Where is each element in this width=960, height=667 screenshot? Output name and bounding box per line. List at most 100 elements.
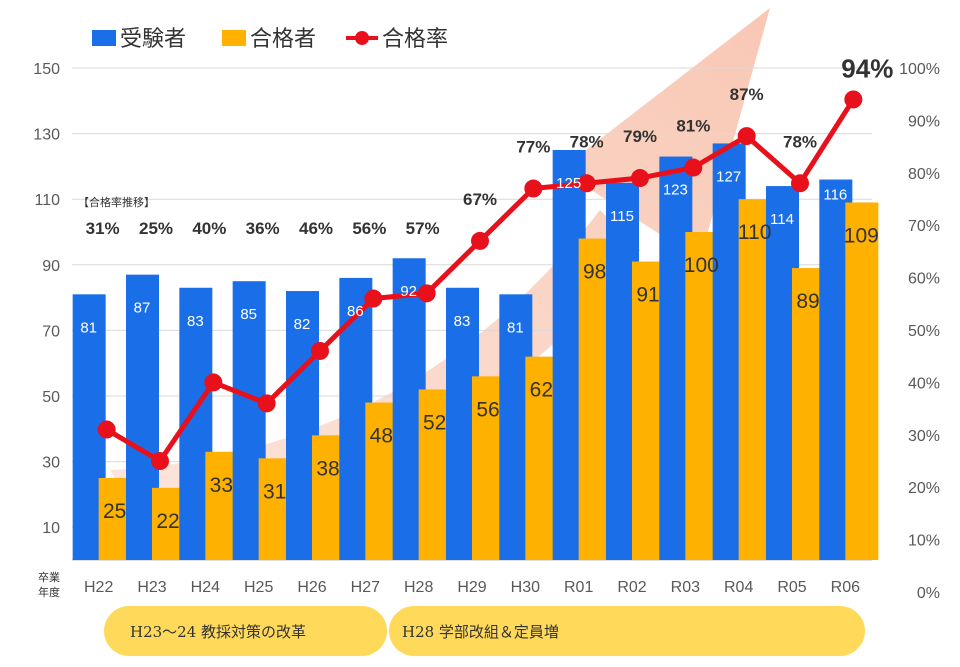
- y-right-tick-label: 0%: [917, 585, 940, 602]
- x-tick-label: H23: [137, 579, 166, 596]
- y-left-tick-label: 50: [42, 389, 60, 406]
- rate-marker: [684, 158, 703, 177]
- y-right-tick-label: 50%: [908, 323, 940, 340]
- bar-label-passers: 110: [738, 221, 771, 244]
- rate-marker: [844, 90, 863, 109]
- rate-marker: [97, 420, 116, 439]
- y-right-tick-label: 100%: [899, 61, 940, 78]
- y-left-tick-label: 30: [42, 455, 60, 472]
- legend: 受験者 合格者 合格率: [92, 27, 448, 52]
- rate-marker: [631, 169, 649, 188]
- y-left-tick-label: 130: [33, 127, 60, 144]
- rate-label: 87%: [730, 85, 764, 104]
- rate-label: 67%: [463, 190, 497, 209]
- rate-marker: [364, 289, 383, 308]
- x-tick-label: R06: [831, 579, 860, 596]
- rate-marker: [791, 174, 809, 193]
- y-left-tick-label: 10: [42, 520, 60, 537]
- rate-marker: [577, 174, 596, 193]
- rate-label: 36%: [246, 219, 280, 238]
- rate-marker: [311, 341, 329, 360]
- rate-marker: [737, 127, 756, 146]
- axes: 10 30 50 70 90 110 130 150 0% 10% 20% 30% 40% 50% 60% 7…: [33, 61, 940, 602]
- rate-label: 31%: [86, 219, 120, 238]
- bar-label-examinees: 87: [134, 300, 151, 317]
- band-reform-text: H23～24 教採対策の改革: [130, 623, 306, 641]
- y-left-tick-label: 110: [34, 192, 60, 209]
- rate-label: 57%: [406, 219, 440, 238]
- y-right-tick-label: 30%: [908, 428, 940, 445]
- bar-label-examinees: 83: [454, 313, 471, 330]
- bar-label-examinees: 125: [556, 175, 581, 192]
- bars: [72, 143, 879, 561]
- year-label-line2: 年度: [38, 585, 60, 599]
- x-tick-label: H24: [191, 579, 220, 596]
- rate-label: 77%: [516, 138, 550, 157]
- rate-label: 46%: [299, 219, 333, 238]
- bar-label-examinees: 127: [716, 168, 741, 185]
- rate-label: 81%: [676, 117, 710, 136]
- bar-label-passers: 52: [423, 411, 446, 434]
- legend-swatch-examinees: [92, 30, 116, 46]
- bar-label-passers: 98: [583, 261, 606, 284]
- x-tick-label: H29: [457, 579, 486, 596]
- legend-label-rate: 合格率: [382, 27, 448, 52]
- y-right-tick-label: 80%: [908, 166, 940, 183]
- x-tick-label: H28: [404, 579, 433, 596]
- rate-marker: [151, 452, 169, 470]
- rate-marker: [417, 284, 436, 303]
- bar-label-examinees: 116: [823, 187, 847, 204]
- band-reform: H23～24 教採対策の改革: [104, 606, 387, 656]
- rate-marker: [257, 394, 276, 413]
- bar-label-examinees: 123: [663, 182, 688, 199]
- bar-label-passers: 22: [156, 510, 179, 533]
- rate-label: 56%: [352, 219, 386, 238]
- legend-label-passers: 合格者: [250, 27, 316, 52]
- growth-arrow: [110, 8, 770, 520]
- rate-label: 78%: [783, 132, 817, 151]
- rate-label: 78%: [570, 132, 604, 151]
- x-tick-label: H25: [244, 579, 273, 596]
- bar-label-passers: 62: [530, 379, 553, 402]
- rate-label: 40%: [192, 219, 226, 238]
- bar-label-passers: 109: [844, 224, 879, 247]
- bar-label-passers: 31: [263, 480, 286, 503]
- y-right-tick-label: 20%: [908, 480, 940, 497]
- bar-label-examinees: 92: [400, 283, 417, 300]
- growth-arrow-shape: [110, 8, 770, 520]
- rate-label: 79%: [623, 127, 657, 146]
- bar-label-passers: 48: [370, 425, 393, 448]
- band-restructure-text: H28 学部改組＆定員増: [402, 623, 559, 641]
- x-tick-label: R01: [564, 579, 593, 596]
- x-tick-label: H26: [297, 579, 326, 596]
- rate-history-note: 【合格率推移】: [78, 195, 155, 209]
- rate-marker: [471, 231, 489, 250]
- bar-label-examinees: 81: [507, 319, 524, 336]
- y-left-tick-label: 70: [42, 323, 60, 340]
- bar-label-examinees: 85: [240, 306, 257, 323]
- year-label-line1: 卒業: [38, 570, 60, 584]
- bar-label-examinees: 81: [80, 319, 97, 336]
- x-tick-label: R02: [617, 579, 646, 596]
- rate-line: [97, 90, 863, 470]
- rate-marker: [204, 373, 223, 392]
- bar-label-passers: 33: [210, 474, 233, 497]
- x-tick-label: R03: [671, 579, 700, 596]
- bar-label-examinees: 115: [610, 208, 634, 225]
- x-tick-label: H30: [511, 579, 540, 596]
- band-reform-bg: [104, 606, 387, 656]
- legend-label-examinees: 受験者: [120, 27, 186, 52]
- x-tick-label: H27: [351, 579, 380, 596]
- bar-label-examinees: 82: [294, 316, 311, 333]
- bar-label-examinees: 83: [187, 313, 204, 330]
- y-right-tick-label: 10%: [908, 533, 940, 550]
- bar-label-examinees: 86: [347, 303, 364, 320]
- band-restructure-bg: [389, 606, 865, 656]
- y-right-tick-label: 40%: [908, 375, 940, 392]
- bar-label-passers: 25: [103, 500, 126, 523]
- rate-marker: [524, 179, 543, 198]
- bar-label-examinees: 114: [770, 211, 794, 228]
- bar-passers: [845, 202, 879, 561]
- y-right-tick-label: 90%: [908, 113, 940, 130]
